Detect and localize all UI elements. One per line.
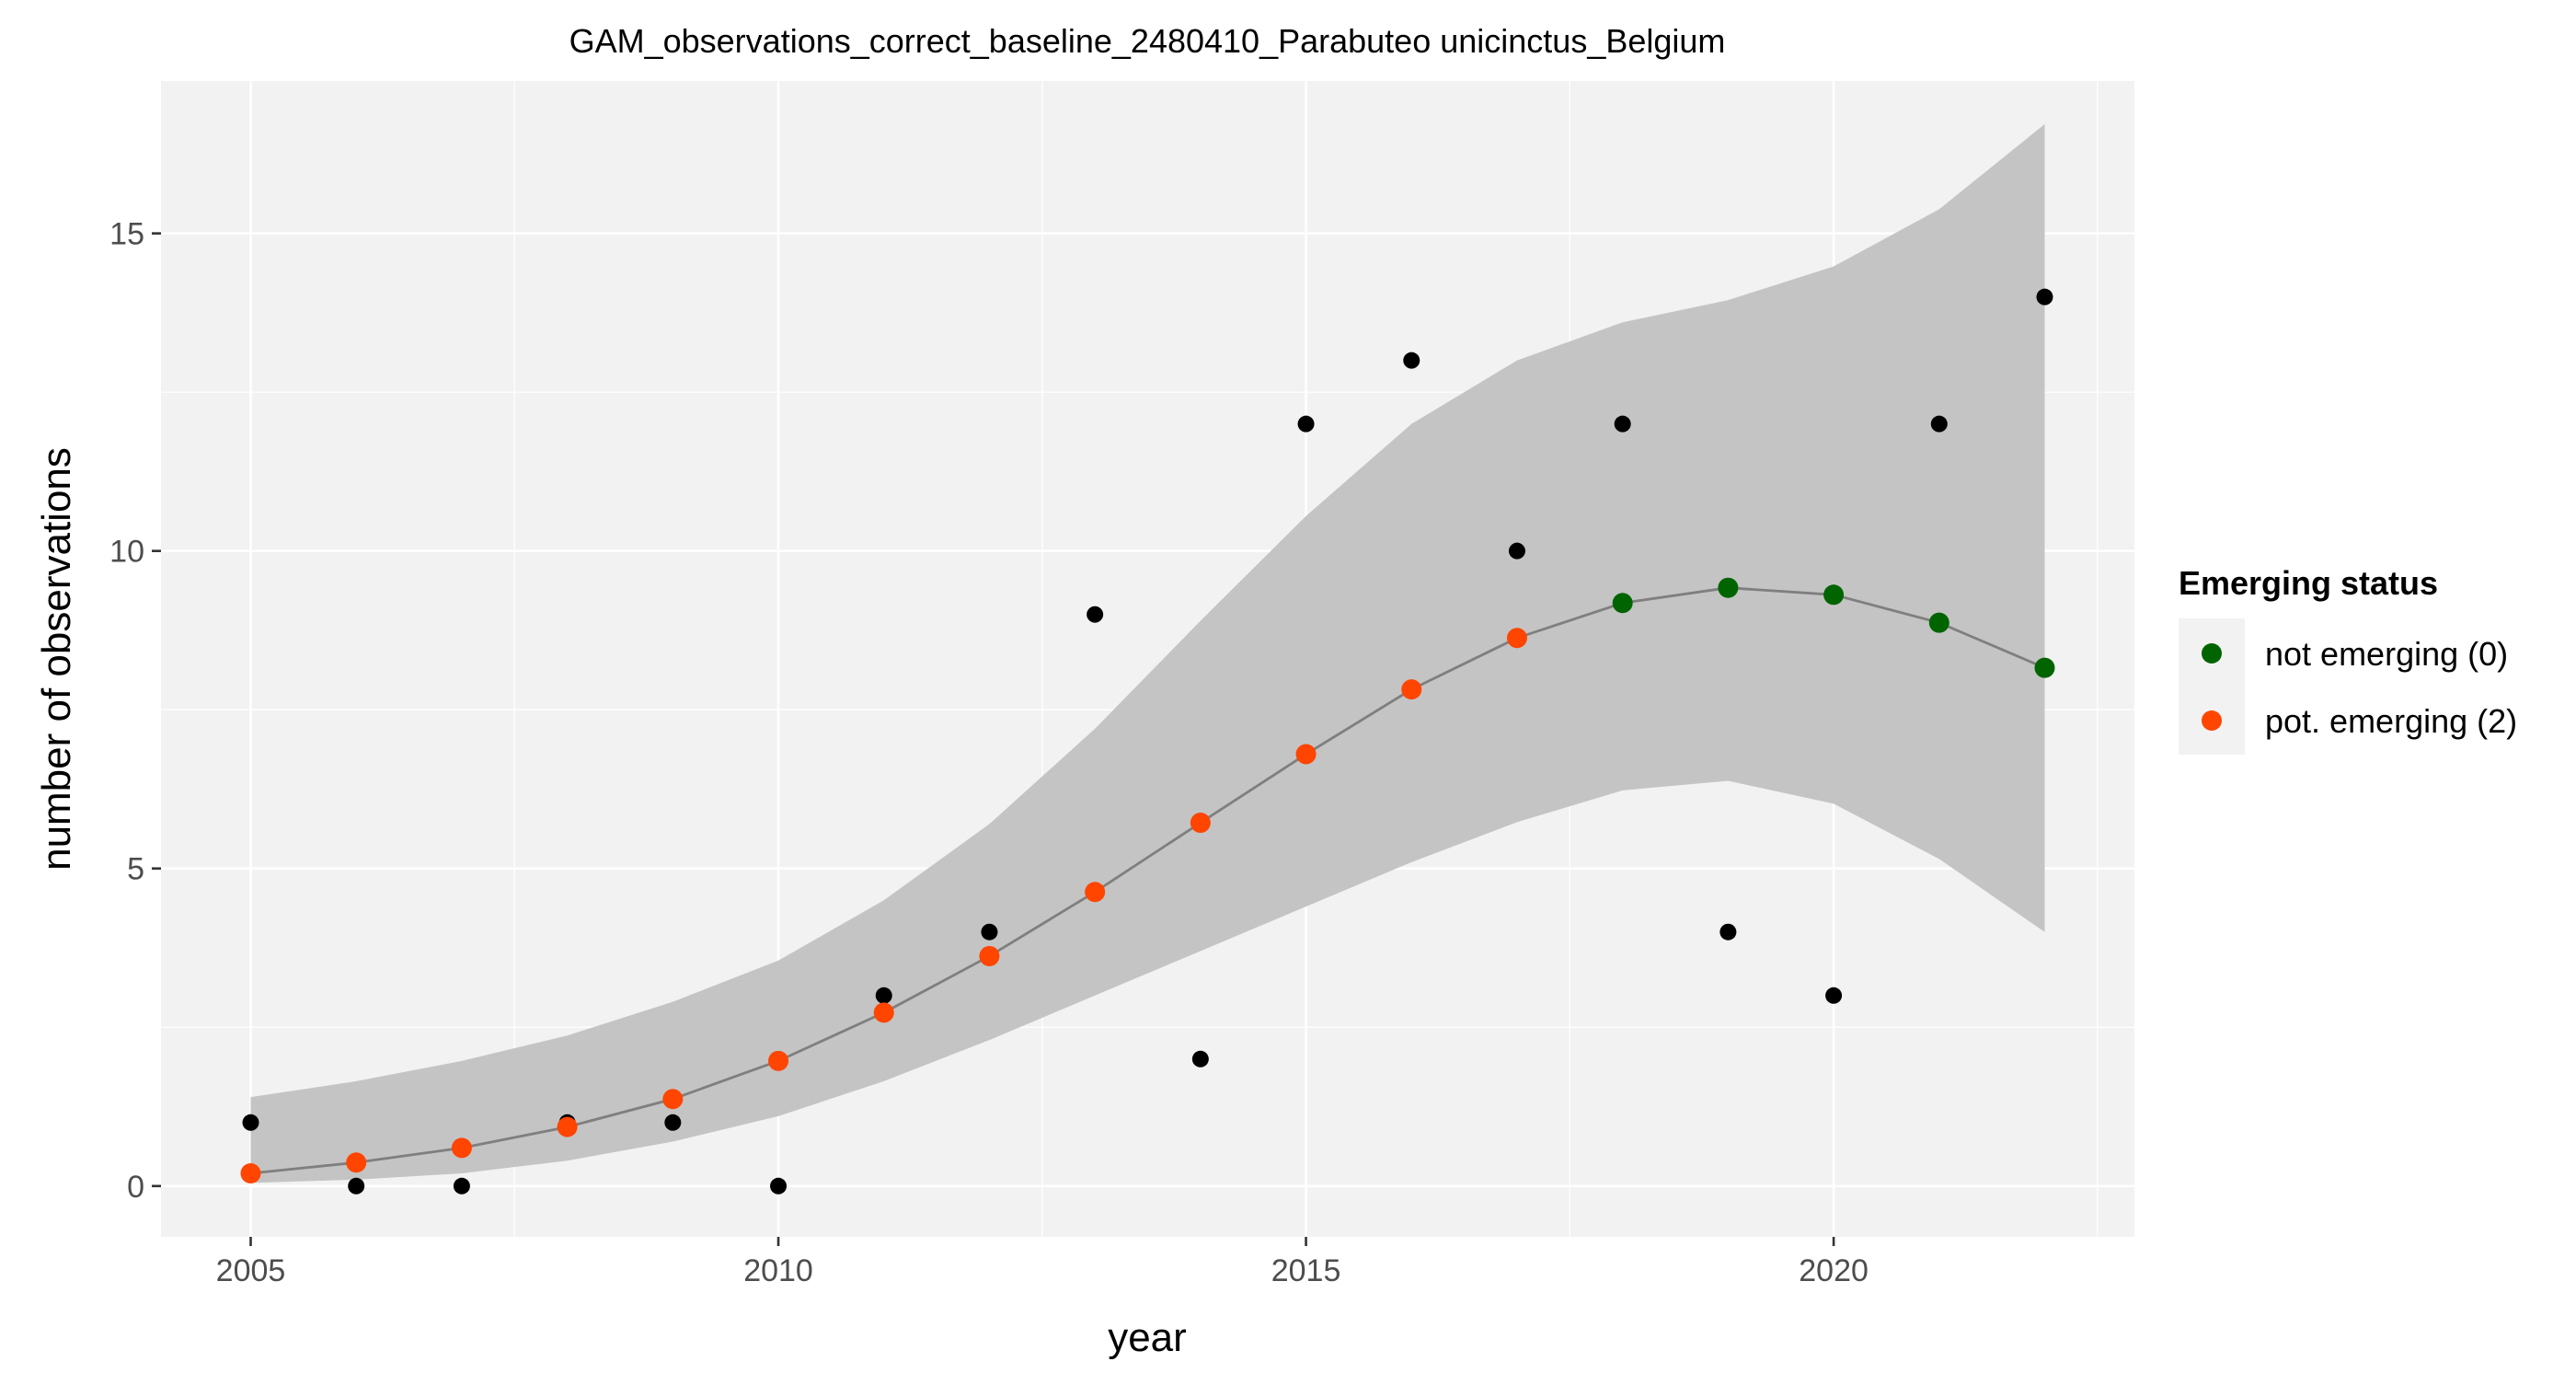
fitted-point <box>1401 679 1422 700</box>
fitted-point <box>662 1089 684 1110</box>
observed-point <box>1508 542 1525 560</box>
y-tick-label: 10 <box>109 535 144 570</box>
fitted-point <box>1506 628 1527 649</box>
observed-point <box>1719 923 1737 941</box>
gam-fit-line <box>250 586 2046 1175</box>
y-tick-label: 15 <box>109 217 144 252</box>
observed-point <box>1297 415 1315 433</box>
confidence-band-layer <box>250 123 2045 1183</box>
y-tick-label: 5 <box>127 852 144 887</box>
legend-label-not-emerging: not emerging (0) <box>2265 635 2508 673</box>
fitted-point <box>451 1137 472 1159</box>
x-tick-label: 2015 <box>1271 1253 1341 1288</box>
y-axis-label: number of observations <box>34 447 79 871</box>
fitted-point <box>1612 593 1633 614</box>
fitted-point <box>346 1152 367 1173</box>
y-tick-label: 0 <box>127 1170 144 1205</box>
observed-point <box>875 987 892 1004</box>
observed-point <box>1614 415 1631 433</box>
legend-title: Emerging status <box>2179 564 2438 602</box>
chart-title: GAM_observations_correct_baseline_248041… <box>569 22 1726 60</box>
fitted-point <box>979 945 1000 966</box>
observed-point <box>2036 288 2053 306</box>
legend-key-background <box>2179 618 2245 755</box>
x-tick-label: 2020 <box>1799 1253 1869 1288</box>
fitted-point <box>1190 813 1211 834</box>
observed-point <box>770 1177 788 1195</box>
fitted-point <box>768 1050 789 1071</box>
fit-line-layer <box>250 586 2046 1175</box>
x-tick-label: 2005 <box>216 1253 286 1288</box>
observed-point <box>1930 415 1948 433</box>
axes-layer: 2005 2010 2015 2020 0 5 10 15 <box>109 217 1869 1288</box>
observed-point <box>664 1114 682 1131</box>
fitted-point <box>2034 657 2055 678</box>
observed-point <box>1087 606 1104 623</box>
observed-point <box>242 1114 259 1131</box>
fitted-point <box>1295 744 1317 765</box>
fitted-point <box>1928 612 1949 633</box>
fitted-point <box>1718 577 1739 598</box>
x-tick-label: 2010 <box>743 1253 813 1288</box>
legend-key-not-emerging <box>2202 643 2222 664</box>
legend-key-pot-emerging <box>2202 710 2222 731</box>
observed-point <box>348 1177 365 1195</box>
observed-point <box>1825 987 1843 1004</box>
observed-point <box>1403 352 1420 369</box>
legend: Emerging status not emerging (0) pot. em… <box>2179 564 2517 755</box>
fitted-point <box>1823 584 1845 606</box>
legend-label-pot-emerging: pot. emerging (2) <box>2265 702 2517 740</box>
fitted-points-layer <box>240 577 2055 1183</box>
observed-point <box>453 1177 470 1195</box>
fitted-point <box>240 1162 261 1183</box>
x-axis-label: year <box>1108 1315 1187 1360</box>
fitted-point <box>873 1002 894 1023</box>
observed-point <box>1191 1050 1209 1068</box>
observed-point <box>981 923 998 941</box>
confidence-band <box>250 123 2045 1183</box>
fitted-point <box>557 1116 578 1137</box>
fitted-point <box>1085 882 1106 903</box>
